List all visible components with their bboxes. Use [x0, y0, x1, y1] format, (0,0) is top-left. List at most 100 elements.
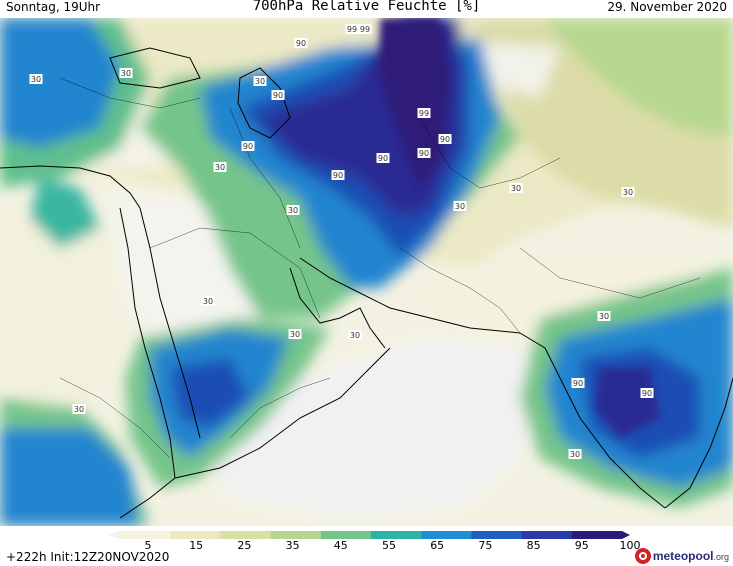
- colorbar-swatch: [270, 531, 322, 539]
- contour-label: 30: [599, 312, 609, 321]
- contour-label-bg: [331, 170, 345, 180]
- humidity-core: [380, 18, 660, 438]
- border-turkey: [59, 77, 201, 109]
- contour-label-bg: [345, 24, 359, 34]
- zone-blue-africa: [0, 428, 140, 526]
- chart-footer: 5 15 25 35 45 55 65 75 85 95 100 +222h Init:12Z20N…: [0, 526, 733, 566]
- zone-navy-india-core: [595, 368, 660, 438]
- border-yemen: [229, 377, 331, 439]
- contour-label-bg: [294, 38, 308, 48]
- colorbar-tick-label: 15: [189, 539, 203, 552]
- border-afghanistan: [419, 117, 561, 189]
- colorbar-swatch: [320, 531, 372, 539]
- contour-label: 90: [333, 171, 343, 180]
- colorbar-swatch: [170, 531, 221, 539]
- colorbar-swatch: [471, 531, 523, 539]
- contour-label: 90: [273, 91, 283, 100]
- colorbar-max-cap: [622, 531, 630, 539]
- contour-label-bg: [29, 74, 43, 84]
- zone-dry-east-africa: [0, 218, 120, 408]
- border-saudi: [149, 227, 321, 319]
- colorbar-min-cap: [108, 531, 120, 539]
- contour-label-bg: [253, 76, 267, 86]
- meteopool-logo-icon: [634, 548, 651, 564]
- contour-label-bg: [568, 449, 582, 459]
- contour-label-bg: [348, 330, 362, 340]
- coastlines: [0, 47, 733, 519]
- contour-label-bg: [453, 201, 467, 211]
- contour-label: 30: [288, 206, 298, 215]
- contour-label: 90: [296, 39, 306, 48]
- coast-red-sea-west: [119, 207, 176, 479]
- contour-label: 90: [243, 142, 253, 151]
- colorbar-tick-label: 5: [145, 539, 152, 552]
- contour-label-bg: [358, 24, 372, 34]
- contour-label: 99: [419, 109, 429, 118]
- border-pakistan: [399, 247, 521, 334]
- contour-label: 30: [121, 69, 131, 78]
- colorbar-swatch: [220, 531, 272, 539]
- coast-persian-gulf: [289, 267, 386, 349]
- contour-label: 90: [378, 154, 388, 163]
- brand-tld: .org: [713, 552, 729, 562]
- contour-label: 90: [573, 379, 583, 388]
- border-ethiopia: [59, 377, 171, 459]
- brand-name: meteopool: [652, 549, 714, 563]
- contour-label-bg: [376, 153, 390, 163]
- contour-label: 30: [455, 202, 465, 211]
- contour-label: 30: [511, 184, 521, 193]
- chart-header: Sonntag, 19Uhr 700hPa Relative Feuchte […: [0, 0, 733, 18]
- coast-india-west: [519, 332, 666, 509]
- contour-label: 30: [255, 77, 265, 86]
- zone-deep-blue-arabia: [170, 358, 250, 428]
- humidity-map: 99 99999090909090909090903030303030303030…: [0, 18, 733, 526]
- contour-label: 30: [203, 297, 213, 306]
- contour-label: 30: [74, 405, 84, 414]
- contour-label-bg: [72, 404, 86, 414]
- colorbar-tick-label: 45: [334, 539, 348, 552]
- colorbar-tick-label: 65: [430, 539, 444, 552]
- colorbar-tick-label: 25: [237, 539, 251, 552]
- forecast-date-label: 29. November 2020: [607, 0, 727, 14]
- zone-purple-core: [380, 18, 450, 188]
- colorbar-swatch: [421, 531, 472, 539]
- colorbar-swatch: [371, 531, 422, 539]
- contour-label: 90: [642, 389, 652, 398]
- contour-label-bg: [597, 311, 611, 321]
- colorbar-swatch: [120, 531, 171, 539]
- contour-label: 30: [215, 163, 225, 172]
- contour-label-bg: [119, 68, 133, 78]
- coast-mediterranean: [0, 165, 141, 209]
- zone-dry-arabian-sea: [200, 338, 540, 518]
- contour-label-bg: [640, 388, 654, 398]
- contour-label-bg: [621, 187, 635, 197]
- contour-label-bg: [241, 141, 255, 151]
- border-india: [519, 247, 701, 299]
- contour-label: 99: [347, 25, 357, 34]
- zone-blue-east-africa: [30, 178, 100, 248]
- contour-label-bg: [438, 134, 452, 144]
- contour-label: 30: [31, 75, 41, 84]
- contour-label-bg: [417, 108, 431, 118]
- contour-label-bg: [509, 183, 523, 193]
- contour-label-bg: [271, 90, 285, 100]
- colorbar: 5 15 25 35 45 55 65 75 85 95 100: [108, 531, 641, 552]
- borders: [59, 77, 701, 459]
- run-info-label: +222h Init:12Z20NOV2020: [6, 550, 170, 564]
- contour-label-bg: [213, 162, 227, 172]
- coast-india-east: [664, 377, 733, 509]
- colorbar-swatch: [571, 531, 623, 539]
- colorbar-tick-label: 95: [575, 539, 589, 552]
- colorbar-tick-label: 100: [620, 539, 641, 552]
- coast-black-sea: [109, 47, 201, 89]
- coast-arabia-south: [174, 347, 391, 479]
- colorbar-swatch: [521, 531, 573, 539]
- zone-green-northeast: [540, 18, 733, 138]
- colorbar-tick-label: 55: [382, 539, 396, 552]
- meteopool-brand[interactable]: meteopool.org: [634, 546, 729, 566]
- zone-blue-northwest: [0, 18, 120, 148]
- coast-iran-south: [299, 257, 521, 334]
- contour-label: 90: [419, 149, 429, 158]
- colorbar-tick-label: 85: [527, 539, 541, 552]
- contour-label: 30: [623, 188, 633, 197]
